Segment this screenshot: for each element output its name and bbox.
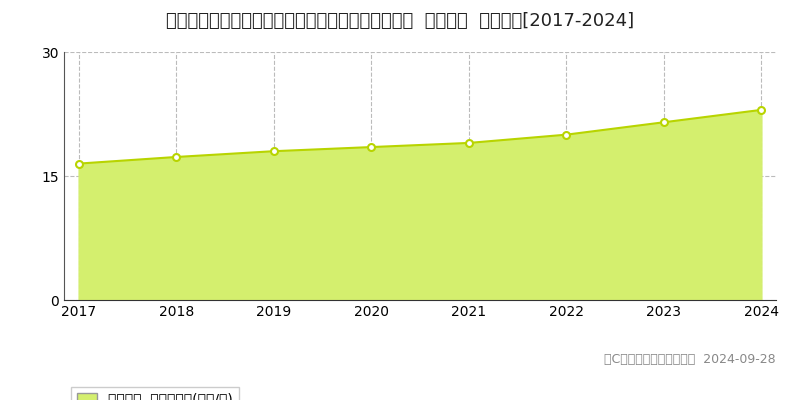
- Text: （C）土地価格ドットコム  2024-09-28: （C）土地価格ドットコム 2024-09-28: [604, 353, 776, 366]
- Legend: 基準地価  平均坪単価(万円/坪): 基準地価 平均坪単価(万円/坪): [71, 387, 238, 400]
- Text: 宮城県仙台市青葉区双葉ケ丘１丁目１１８番１０４  基準地価  地価推移[2017-2024]: 宮城県仙台市青葉区双葉ケ丘１丁目１１８番１０４ 基準地価 地価推移[2017-2…: [166, 12, 634, 30]
